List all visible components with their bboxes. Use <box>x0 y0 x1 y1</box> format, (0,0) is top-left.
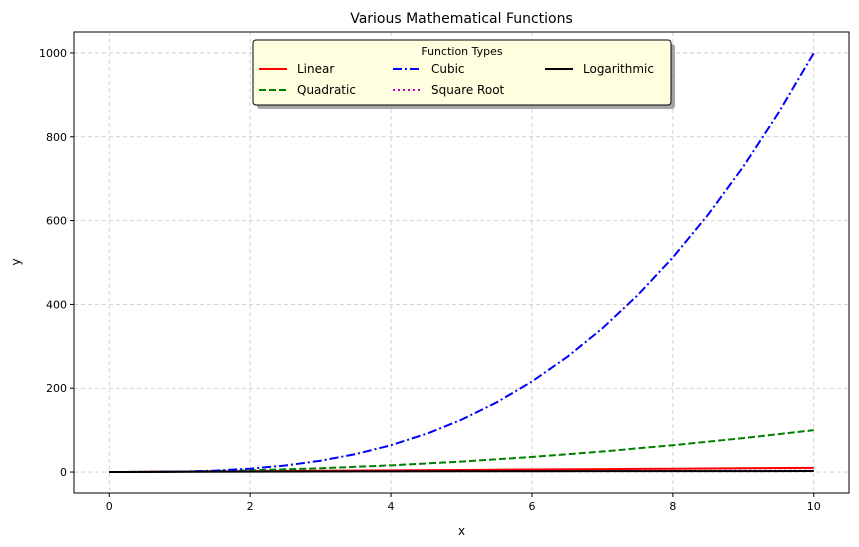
y-axis: 0 200 400 600 800 1000 <box>39 47 74 479</box>
legend-box <box>252 39 672 106</box>
y-tick-label: 1000 <box>39 47 67 60</box>
series-line-quadratic <box>109 429 814 474</box>
y-tick-label: 0 <box>60 466 67 479</box>
y-axis-label: y <box>9 258 23 265</box>
legend-entry: Logarithmic <box>583 62 654 76</box>
x-tick-label: 8 <box>669 500 676 513</box>
series-line-logarithmic <box>109 470 814 474</box>
x-tick-label: 2 <box>247 500 254 513</box>
y-tick-label: 400 <box>46 298 67 311</box>
series-lines <box>109 52 815 474</box>
x-axis: 0 2 4 6 8 10 <box>106 493 821 513</box>
x-tick-label: 0 <box>106 500 113 513</box>
y-tick-label: 600 <box>46 215 67 228</box>
x-tick-label: 4 <box>388 500 395 513</box>
legend-entry: Square Root <box>431 83 505 97</box>
plot-frame <box>73 31 850 494</box>
x-tick-label: 10 <box>807 500 821 513</box>
legend-entry: Quadratic <box>297 83 356 97</box>
x-tick-label: 6 <box>528 500 535 513</box>
legend-title: Function Types <box>421 45 503 58</box>
x-axis-label: x <box>458 524 465 538</box>
series-line-cubic <box>109 52 815 474</box>
y-tick-label: 200 <box>46 382 67 395</box>
legend-entry: Linear <box>297 62 334 76</box>
legend-entry: Cubic <box>431 62 465 76</box>
legend: Function Types Linear Quadratic Cubic Square… <box>252 39 675 109</box>
chart-title: Various Mathematical Functions <box>350 11 573 27</box>
y-tick-label: 800 <box>46 131 67 144</box>
